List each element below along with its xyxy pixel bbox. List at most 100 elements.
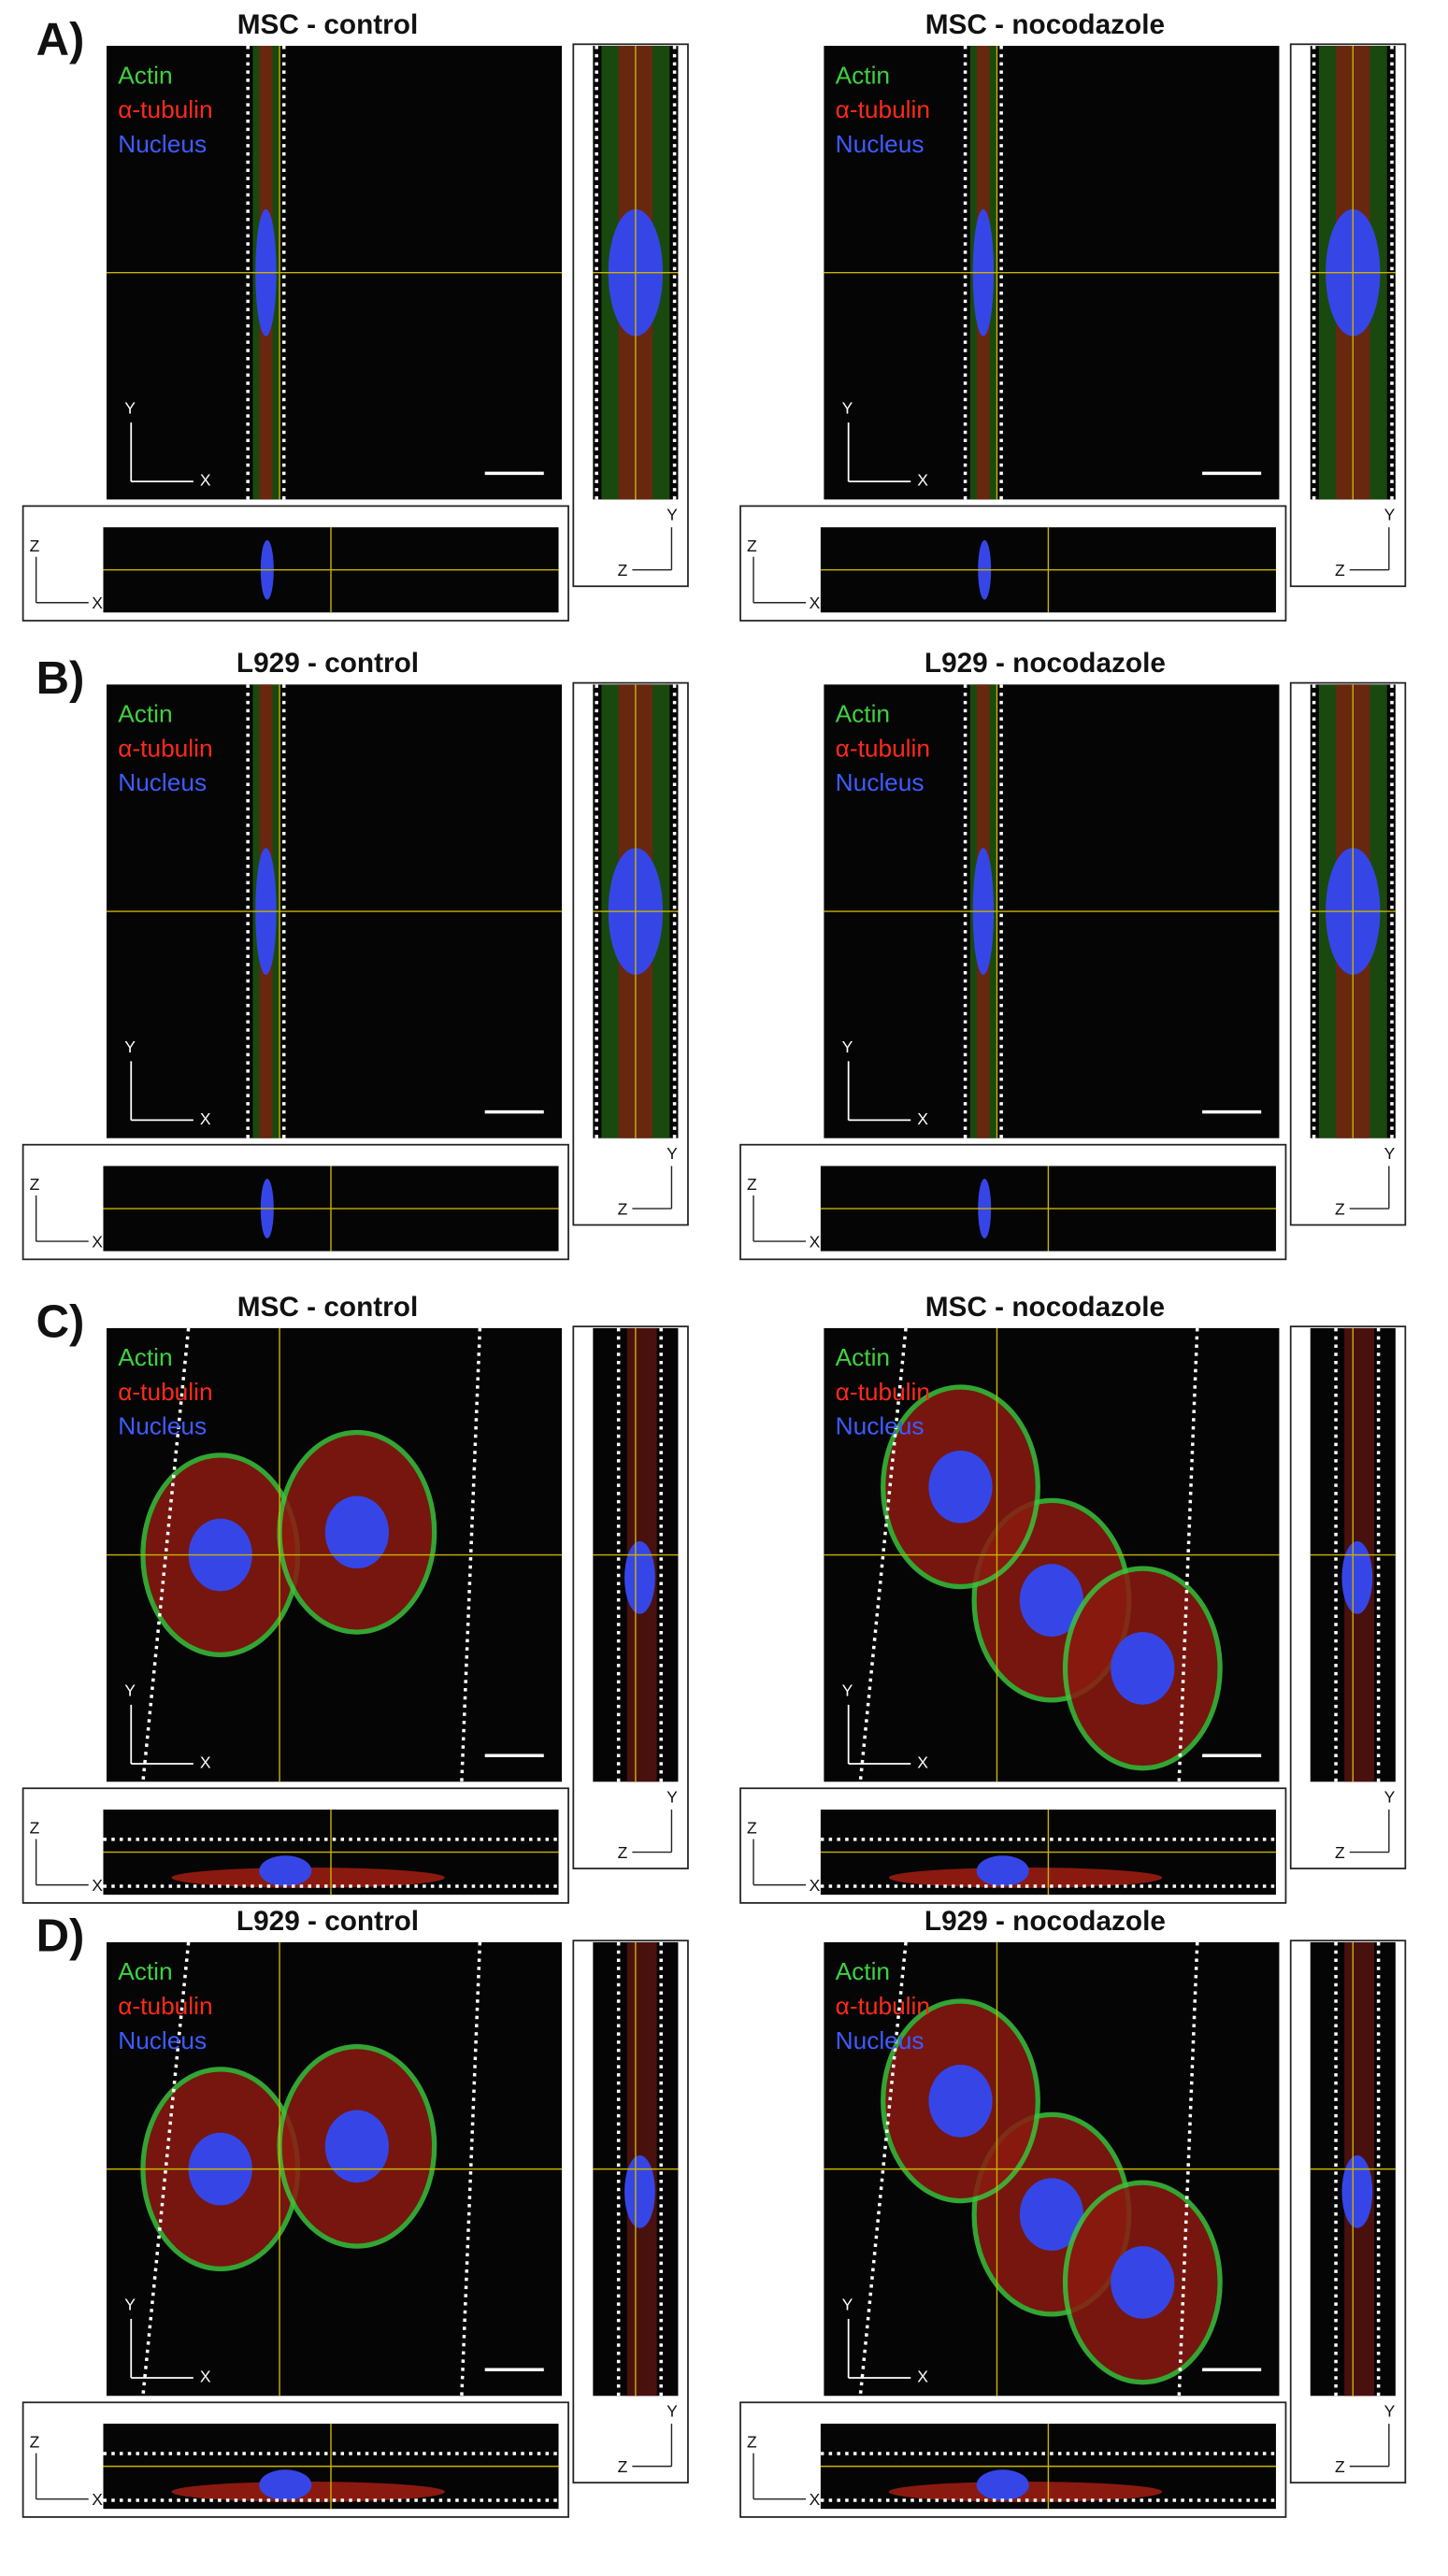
- legend-label: α-tubulin: [118, 1992, 212, 2020]
- axis-label: Z: [30, 2433, 40, 2452]
- axis-label: Y: [842, 399, 853, 418]
- axis-label: Y: [124, 2296, 136, 2314]
- axis-label: X: [810, 594, 821, 612]
- row-label: C): [36, 1296, 85, 1347]
- panel-title: L929 - nocodazole: [925, 648, 1166, 679]
- dotted-boundary: [141, 1941, 191, 2397]
- dotted-boundary: [460, 1327, 482, 1782]
- panel-title: L929 - control: [237, 648, 419, 679]
- nucleus: [976, 1855, 1029, 1887]
- axis-label: X: [92, 594, 103, 612]
- legend-label: Nucleus: [836, 1412, 925, 1440]
- nucleus: [1019, 2178, 1084, 2251]
- nucleus: [259, 1855, 312, 1887]
- nucleus: [259, 2469, 312, 2501]
- dotted-boundary: [141, 1327, 191, 1782]
- axis-label: Z: [747, 2433, 757, 2452]
- nucleus: [1111, 2246, 1175, 2319]
- nucleus: [976, 2469, 1029, 2501]
- dotted-boundary: [1177, 1327, 1199, 1782]
- axis-label: Y: [667, 506, 678, 524]
- axis-label: X: [810, 1232, 821, 1251]
- axis-label: Y: [1384, 506, 1396, 524]
- nucleus: [928, 2064, 993, 2138]
- legend-label: Actin: [118, 61, 172, 89]
- axis-label: X: [810, 2490, 821, 2509]
- axis-label: Y: [1384, 1787, 1396, 1806]
- axis-label: Z: [30, 1175, 40, 1194]
- axis-label: Z: [747, 1175, 757, 1194]
- axis-label: Z: [1335, 1199, 1345, 1218]
- axis-label: Y: [124, 1038, 136, 1056]
- legend-label: α-tubulin: [836, 1992, 930, 2020]
- axis-label: Y: [1384, 2401, 1396, 2420]
- legend-label: Nucleus: [118, 1412, 207, 1440]
- axis-label: X: [92, 1232, 103, 1251]
- axis-label: X: [917, 1109, 928, 1128]
- axis-label: Y: [842, 1038, 853, 1056]
- row-label: D): [36, 1911, 85, 1961]
- axis-label: X: [92, 2490, 103, 2509]
- legend-label: α-tubulin: [118, 734, 212, 762]
- dotted-boundary: [1177, 1941, 1199, 2397]
- axis-label: X: [200, 2368, 211, 2386]
- axis-label: X: [917, 2368, 928, 2386]
- nucleus: [324, 2110, 389, 2183]
- nucleus: [624, 1541, 655, 1614]
- dotted-boundary: [858, 1327, 908, 1782]
- nucleus: [1341, 2155, 1373, 2228]
- legend-label: Nucleus: [836, 768, 925, 796]
- axis-label: Z: [747, 1819, 757, 1838]
- nucleus: [1019, 1564, 1084, 1637]
- axis-label: Z: [747, 537, 757, 555]
- axis-label: Y: [1384, 1144, 1396, 1163]
- row-label: B): [36, 653, 85, 704]
- legend-label: Nucleus: [118, 768, 207, 796]
- axis-label: Z: [618, 1843, 628, 1862]
- nucleus: [1111, 1632, 1175, 1705]
- axis-label: Z: [618, 1199, 628, 1218]
- axis-label: X: [200, 471, 211, 490]
- panel-title: L929 - nocodazole: [925, 1906, 1166, 1937]
- axis-label: Y: [667, 2401, 678, 2420]
- axis-label: Y: [842, 1682, 853, 1700]
- legend-label: Actin: [836, 700, 890, 728]
- legend-label: α-tubulin: [118, 1378, 212, 1406]
- axis-label: Y: [124, 1682, 136, 1700]
- legend-label: Nucleus: [118, 130, 207, 158]
- axis-label: Z: [618, 2457, 628, 2476]
- dotted-boundary: [858, 1941, 908, 2397]
- panel-title: MSC - nocodazole: [925, 9, 1165, 40]
- panel-title: MSC - control: [237, 1292, 418, 1323]
- axis-label: X: [810, 1876, 821, 1895]
- axis-label: Z: [30, 537, 40, 555]
- nucleus: [1341, 1541, 1373, 1614]
- axis-label: Z: [1335, 561, 1345, 580]
- legend-label: α-tubulin: [836, 1378, 930, 1406]
- axis-label: X: [92, 1876, 103, 1895]
- axis-label: X: [200, 1109, 211, 1128]
- legend-label: α-tubulin: [836, 95, 930, 123]
- dotted-boundary: [460, 1941, 482, 2397]
- legend-label: α-tubulin: [118, 95, 212, 123]
- axis-label: Y: [667, 1787, 678, 1806]
- legend-label: Actin: [836, 1957, 890, 1985]
- panel-title: L929 - control: [237, 1906, 419, 1937]
- panel-title: MSC - nocodazole: [925, 1292, 1165, 1323]
- legend-label: Nucleus: [836, 130, 925, 158]
- axis-label: Z: [1335, 2457, 1345, 2476]
- axis-label: Z: [1335, 1843, 1345, 1862]
- panel-title: MSC - control: [237, 9, 418, 40]
- nucleus: [624, 2155, 655, 2228]
- legend-label: Actin: [836, 1343, 890, 1371]
- axis-label: Y: [842, 2296, 853, 2314]
- row-label: A): [36, 15, 85, 65]
- nucleus: [928, 1450, 993, 1524]
- axis-label: X: [200, 1753, 211, 1772]
- nucleus: [324, 1496, 389, 1569]
- axis-label: Y: [667, 1144, 678, 1163]
- legend-label: Actin: [118, 1957, 172, 1985]
- axis-label: X: [917, 1753, 928, 1772]
